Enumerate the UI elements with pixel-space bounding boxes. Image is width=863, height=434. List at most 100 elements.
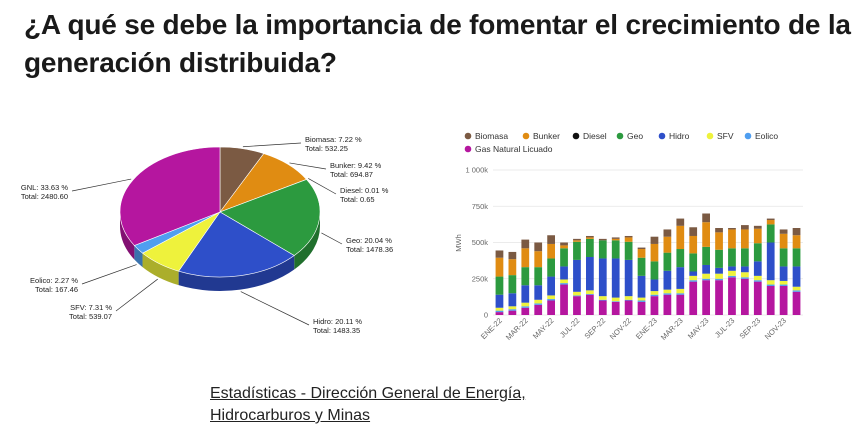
legend-label-4[interactable]: Hidro	[669, 131, 690, 141]
bar-segment	[676, 293, 685, 295]
bar-segment	[560, 248, 568, 267]
bar-segment	[741, 266, 749, 273]
bar-segment	[753, 280, 762, 282]
bar-segment	[792, 235, 801, 249]
bar-segment	[598, 300, 607, 315]
bar-segment	[792, 228, 801, 236]
legend-marker-6[interactable]	[744, 132, 752, 140]
pie-total-eolico: Total: 167.46	[35, 285, 78, 294]
legend-label-7[interactable]: Gas Natural Licuado	[475, 144, 553, 154]
bar-segment	[637, 297, 646, 301]
bar-segment	[753, 243, 762, 262]
legend-label-1[interactable]: Bunker	[533, 131, 560, 141]
bar-segment	[676, 294, 685, 315]
bar-segment	[547, 258, 555, 277]
x-tick-label: ENE-23	[634, 316, 659, 341]
pie-total-biomasa: Total: 532.25	[305, 144, 348, 153]
legend-marker-1[interactable]	[522, 132, 530, 140]
bar-segment	[547, 300, 555, 315]
bar-segment	[547, 276, 555, 296]
bar-segment	[560, 279, 568, 284]
pie-label-geo: Geo: 20.04 %	[346, 236, 392, 245]
bar-segment	[779, 229, 788, 234]
x-tick-label: JUL-22	[558, 316, 581, 339]
legend-label-2[interactable]: Diesel	[583, 131, 607, 141]
legend-label-6[interactable]: Eolico	[755, 131, 778, 141]
bar-segment	[611, 238, 620, 241]
legend-marker-0[interactable]	[464, 132, 472, 140]
bar-segment	[728, 277, 736, 315]
bar-segment	[663, 236, 672, 253]
bar-segment	[495, 294, 504, 308]
bar-segment	[521, 307, 530, 315]
legend-label-0[interactable]: Biomasa	[475, 131, 508, 141]
bar-segment	[624, 241, 633, 260]
bar-segment	[611, 258, 620, 298]
bar-segment	[766, 284, 775, 286]
bar-segment	[637, 257, 646, 276]
y-tick-label: 750k	[472, 202, 489, 211]
bar-segment	[728, 266, 736, 271]
bar-segment	[521, 248, 530, 268]
pie-total-sfv: Total: 539.07	[69, 312, 112, 321]
bar-segment	[547, 235, 555, 244]
pie-wall-sfv	[142, 253, 179, 286]
bar-segment	[766, 218, 775, 221]
bar-segment	[779, 286, 788, 315]
legend-marker-5[interactable]	[706, 132, 714, 140]
bar-segment	[715, 273, 723, 279]
legend-marker-7[interactable]	[464, 145, 472, 153]
bar-segment	[779, 284, 788, 286]
source-link[interactable]: Estadísticas - Dirección General de Ener…	[210, 383, 526, 427]
bar-segment	[741, 277, 749, 279]
bar-segment	[689, 280, 698, 282]
pie-label-diesel: Diesel: 0.01 %	[340, 186, 389, 195]
bar-segment	[586, 293, 594, 295]
bar-segment	[586, 237, 594, 239]
bar-segment	[495, 276, 504, 295]
bar-segment	[573, 241, 581, 260]
bar-segment	[702, 246, 710, 265]
source-line-1: Estadísticas - Dirección General de Ener…	[210, 385, 526, 402]
bar-segment	[766, 242, 775, 281]
bar-segment	[508, 293, 517, 307]
bar-segment	[534, 299, 543, 304]
pie-leader-hidro	[240, 291, 310, 326]
bar-segment	[702, 280, 710, 315]
legend-marker-4[interactable]	[658, 132, 666, 140]
bar-segment	[650, 279, 659, 292]
bar-segment	[534, 267, 543, 286]
bar-segment	[547, 299, 555, 301]
legend-label-3[interactable]: Geo	[627, 131, 643, 141]
legend-label-5[interactable]: SFV	[717, 131, 734, 141]
bar-segment	[702, 273, 710, 279]
bar-segment	[560, 266, 568, 280]
bar-segment	[586, 294, 594, 315]
bar-segment	[611, 297, 620, 302]
bar-segment	[715, 278, 723, 281]
pie-leader-biomasa	[242, 142, 302, 148]
bar-segment	[573, 238, 581, 241]
bar-segment	[611, 240, 620, 259]
bar-segment	[573, 295, 581, 297]
bar-segment	[598, 296, 607, 300]
bar-segment	[521, 285, 530, 303]
pie-label-eolico: Eolico: 2.27 %	[30, 276, 78, 285]
bar-segment	[766, 224, 775, 243]
stacked-bar-chart: Biomasa Bunker Diesel Geo Hidro SFV Eolico Gas …	[455, 131, 803, 342]
bar-segment	[547, 295, 555, 300]
bar-segment	[611, 301, 620, 315]
pie-wall-eolico	[134, 245, 143, 268]
bar-segment	[728, 248, 736, 267]
bar-segment	[779, 248, 788, 267]
bar-segment	[650, 243, 659, 262]
legend-marker-2[interactable]	[572, 132, 580, 140]
page-title: ¿A qué se debe la importancia de fomenta…	[24, 9, 851, 78]
legend-marker-3[interactable]	[616, 132, 624, 140]
bar-segment	[573, 291, 581, 296]
pie-total-hidro: Total: 1483.35	[313, 326, 360, 335]
pie-label-hidro: Hidro: 20.11 %	[313, 317, 362, 326]
bar-segment	[598, 240, 607, 259]
bar-segment	[495, 307, 504, 311]
bar-segment	[547, 243, 555, 259]
